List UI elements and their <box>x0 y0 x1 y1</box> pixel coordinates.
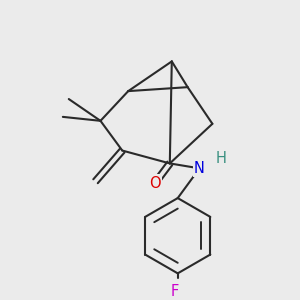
Text: H: H <box>216 151 227 166</box>
Text: N: N <box>194 161 205 176</box>
Text: O: O <box>149 176 161 191</box>
Text: F: F <box>171 284 179 299</box>
